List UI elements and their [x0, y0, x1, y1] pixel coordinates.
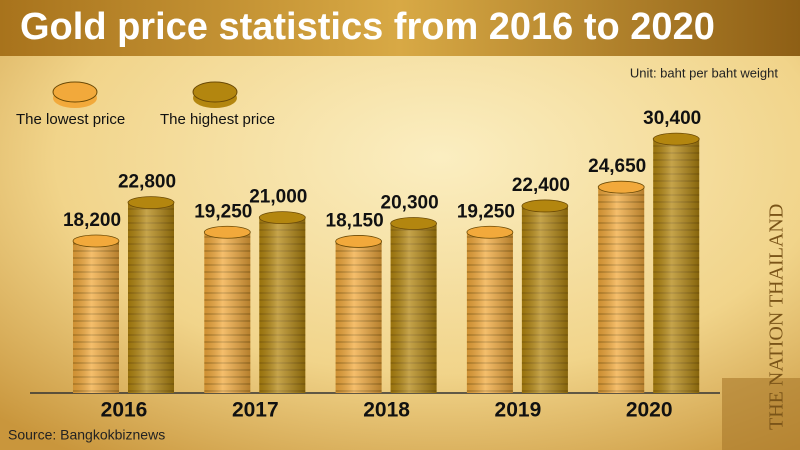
value-label: 24,650	[588, 156, 646, 177]
bar-shade	[466, 232, 513, 393]
legend-label: The highest price	[160, 111, 275, 128]
unit-note: Unit: baht per baht weight	[630, 65, 779, 80]
bar-shade	[653, 139, 700, 393]
logo-block	[722, 378, 800, 450]
coin-top	[466, 225, 514, 239]
coin-top	[335, 235, 383, 248]
value-label: 18,200	[63, 210, 121, 231]
value-label: 18,150	[326, 210, 384, 231]
source: Source: Bangkokbiznews	[8, 427, 165, 443]
value-label: 19,250	[194, 201, 252, 222]
coin-top	[390, 217, 438, 230]
legend-coin	[192, 81, 238, 103]
coin-top	[597, 180, 645, 194]
x-tick-label: 2016	[101, 399, 148, 422]
bar-shade	[73, 241, 119, 393]
x-tick-label: 2020	[626, 399, 673, 422]
x-tick-label: 2019	[495, 399, 542, 422]
bar-shade	[204, 232, 251, 393]
coin-top	[652, 132, 700, 146]
title-band	[0, 0, 800, 56]
value-label: 30,400	[643, 108, 701, 129]
bar-shade	[335, 241, 382, 393]
value-label: 22,400	[512, 175, 570, 196]
title: Gold price statistics from 2016 to 2020	[20, 6, 715, 48]
legend-coin	[52, 81, 98, 103]
x-tick-label: 2017	[232, 399, 279, 422]
bar-shade	[259, 217, 306, 393]
bar-shade	[128, 202, 174, 393]
coin-top	[258, 211, 306, 225]
coin-top	[203, 225, 251, 239]
coin-top	[72, 234, 120, 248]
bar-shade	[521, 205, 568, 393]
bar-shade	[390, 223, 437, 393]
value-label: 20,300	[381, 193, 439, 214]
value-label: 19,250	[457, 201, 515, 222]
value-label: 22,800	[118, 172, 176, 193]
coin-top	[127, 196, 175, 210]
coin-top	[521, 199, 569, 213]
x-tick-label: 2018	[363, 399, 410, 422]
bar-shade	[598, 187, 645, 393]
legend-label: The lowest price	[16, 111, 125, 128]
value-label: 21,000	[249, 187, 307, 208]
logo: THE NATION THAILAND	[766, 204, 788, 430]
